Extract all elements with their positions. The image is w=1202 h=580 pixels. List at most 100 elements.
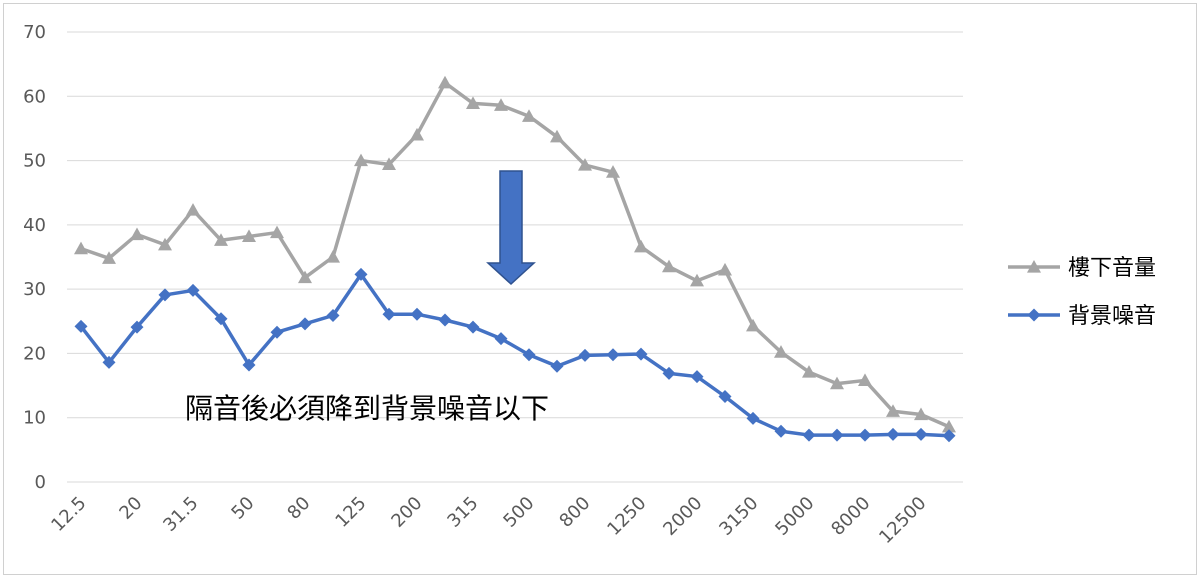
x-tick-label: 3150 bbox=[715, 493, 762, 540]
data-point bbox=[830, 428, 844, 442]
x-tick-label: 800 bbox=[555, 493, 594, 532]
legend-marker bbox=[1027, 260, 1041, 273]
data-point bbox=[942, 419, 956, 433]
y-tick-label: 40 bbox=[23, 215, 46, 236]
data-point bbox=[102, 355, 116, 369]
data-point bbox=[214, 312, 228, 326]
x-tick-label: 12500 bbox=[875, 493, 930, 548]
data-point bbox=[242, 358, 256, 372]
data-point bbox=[662, 259, 676, 273]
x-tick-label: 8000 bbox=[827, 493, 874, 540]
x-tick-label: 315 bbox=[443, 493, 482, 532]
data-point bbox=[466, 320, 480, 334]
x-tick-label: 200 bbox=[387, 493, 426, 532]
data-point bbox=[550, 129, 564, 143]
data-point bbox=[102, 251, 116, 264]
y-tick-label: 20 bbox=[23, 343, 46, 364]
x-tick-label: 5000 bbox=[771, 493, 818, 540]
data-point bbox=[298, 317, 312, 331]
legend-marker bbox=[1027, 308, 1041, 322]
data-point bbox=[438, 75, 452, 89]
data-point bbox=[830, 376, 844, 390]
y-tick-label: 70 bbox=[23, 22, 46, 43]
x-tick-label: 20 bbox=[115, 493, 146, 524]
x-tick-label: 50 bbox=[227, 493, 258, 524]
data-point bbox=[214, 233, 228, 246]
data-point bbox=[718, 390, 732, 403]
data-point bbox=[718, 262, 732, 276]
data-point bbox=[942, 429, 956, 443]
data-point bbox=[690, 370, 704, 384]
x-tick-label: 12.5 bbox=[47, 493, 90, 536]
data-point bbox=[382, 157, 396, 171]
data-point bbox=[326, 250, 340, 263]
arrow-shape bbox=[486, 170, 536, 286]
data-point bbox=[354, 153, 368, 167]
legend-label: 背景噪音 bbox=[1068, 304, 1156, 329]
data-point bbox=[746, 411, 760, 425]
data-point bbox=[74, 319, 88, 333]
data-point bbox=[886, 427, 900, 441]
data-point bbox=[774, 424, 788, 438]
y-axis: 0 10 20 30 40 50 60 70 bbox=[23, 22, 46, 493]
x-tick-label: 80 bbox=[283, 493, 314, 524]
legend-label: 樓下音量 bbox=[1068, 256, 1156, 281]
data-point bbox=[774, 345, 788, 358]
data-point bbox=[158, 237, 172, 251]
data-point bbox=[186, 203, 200, 216]
data-point bbox=[410, 307, 424, 321]
x-tick-label: 2000 bbox=[659, 493, 706, 540]
data-point bbox=[578, 348, 592, 362]
down-arrow bbox=[486, 170, 536, 286]
data-point bbox=[242, 229, 256, 243]
data-point bbox=[494, 332, 508, 346]
data-point bbox=[382, 307, 396, 321]
data-point bbox=[858, 373, 872, 387]
x-tick-label: 31.5 bbox=[159, 493, 202, 536]
data-point bbox=[662, 366, 676, 380]
data-point bbox=[186, 283, 200, 297]
data-point bbox=[886, 404, 900, 417]
data-point bbox=[438, 313, 452, 327]
x-axis: 12.5 20 31.5 50 80 125 200 315 500 800 1250 2000 315… bbox=[47, 493, 930, 548]
data-point bbox=[690, 273, 704, 287]
data-point bbox=[494, 98, 508, 111]
data-point bbox=[634, 347, 648, 361]
data-point bbox=[802, 365, 816, 378]
data-point bbox=[326, 309, 340, 322]
data-point bbox=[158, 288, 172, 302]
series-lines bbox=[74, 75, 956, 443]
data-point bbox=[606, 348, 620, 362]
legend-item: 樓下音量 bbox=[1008, 256, 1156, 281]
x-tick-label: 125 bbox=[331, 493, 370, 532]
x-tick-label: 1250 bbox=[603, 493, 650, 540]
data-point bbox=[746, 318, 760, 332]
x-tick-label: 500 bbox=[499, 493, 538, 532]
series-line bbox=[80, 81, 950, 429]
annotation-text: 隔音後必須降到背景噪音以下 bbox=[185, 392, 549, 425]
data-point bbox=[298, 270, 312, 284]
data-point bbox=[354, 267, 368, 281]
data-point bbox=[466, 96, 480, 109]
data-point bbox=[606, 165, 620, 178]
data-point bbox=[130, 320, 144, 334]
series-2 bbox=[74, 267, 956, 443]
y-tick-label: 0 bbox=[35, 472, 46, 493]
data-point bbox=[550, 359, 564, 373]
data-point bbox=[74, 241, 88, 255]
data-point bbox=[578, 158, 592, 171]
y-tick-label: 50 bbox=[23, 151, 46, 172]
y-tick-label: 60 bbox=[23, 86, 46, 107]
data-point bbox=[130, 227, 144, 241]
data-point bbox=[634, 239, 648, 253]
data-point bbox=[802, 428, 816, 442]
y-tick-label: 10 bbox=[23, 408, 46, 429]
series-1 bbox=[74, 75, 956, 433]
data-point bbox=[914, 427, 928, 441]
data-point bbox=[270, 325, 284, 339]
data-point bbox=[522, 109, 536, 122]
data-point bbox=[914, 407, 928, 421]
y-tick-label: 30 bbox=[23, 279, 46, 300]
